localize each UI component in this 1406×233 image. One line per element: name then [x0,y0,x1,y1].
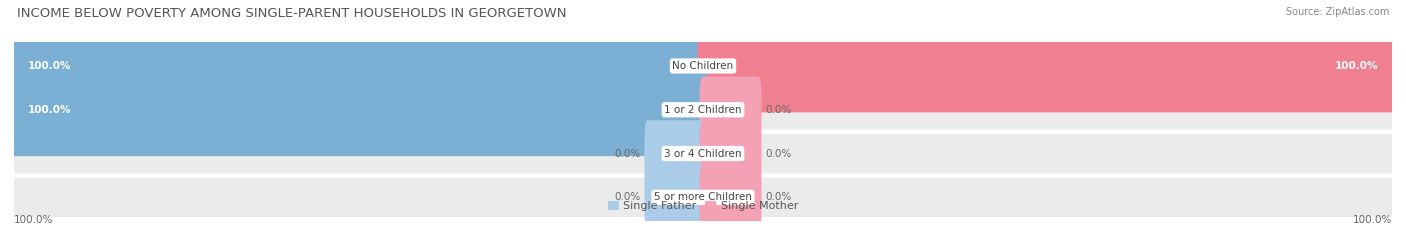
Text: 100.0%: 100.0% [1353,216,1392,226]
Text: Source: ZipAtlas.com: Source: ZipAtlas.com [1285,7,1389,17]
Text: 100.0%: 100.0% [14,216,53,226]
FancyBboxPatch shape [14,46,1392,86]
Text: 0.0%: 0.0% [765,105,792,115]
Text: 3 or 4 Children: 3 or 4 Children [664,148,742,158]
FancyBboxPatch shape [697,20,1398,112]
Text: INCOME BELOW POVERTY AMONG SINGLE-PARENT HOUSEHOLDS IN GEORGETOWN: INCOME BELOW POVERTY AMONG SINGLE-PARENT… [17,7,567,20]
FancyBboxPatch shape [700,164,762,230]
Text: 100.0%: 100.0% [28,61,72,71]
FancyBboxPatch shape [644,120,706,187]
FancyBboxPatch shape [700,120,762,187]
Text: 5 or more Children: 5 or more Children [654,192,752,202]
Text: 0.0%: 0.0% [765,148,792,158]
FancyBboxPatch shape [644,164,706,230]
FancyBboxPatch shape [14,178,1392,217]
Text: 0.0%: 0.0% [765,192,792,202]
Text: 0.0%: 0.0% [614,148,641,158]
Legend: Single Father, Single Mother: Single Father, Single Mother [603,197,803,216]
FancyBboxPatch shape [14,90,1392,130]
FancyBboxPatch shape [14,134,1392,173]
FancyBboxPatch shape [8,63,709,156]
FancyBboxPatch shape [700,76,762,143]
Text: 100.0%: 100.0% [28,105,72,115]
Text: No Children: No Children [672,61,734,71]
FancyBboxPatch shape [8,20,709,112]
Text: 1 or 2 Children: 1 or 2 Children [664,105,742,115]
Text: 0.0%: 0.0% [614,192,641,202]
Text: 100.0%: 100.0% [1334,61,1378,71]
